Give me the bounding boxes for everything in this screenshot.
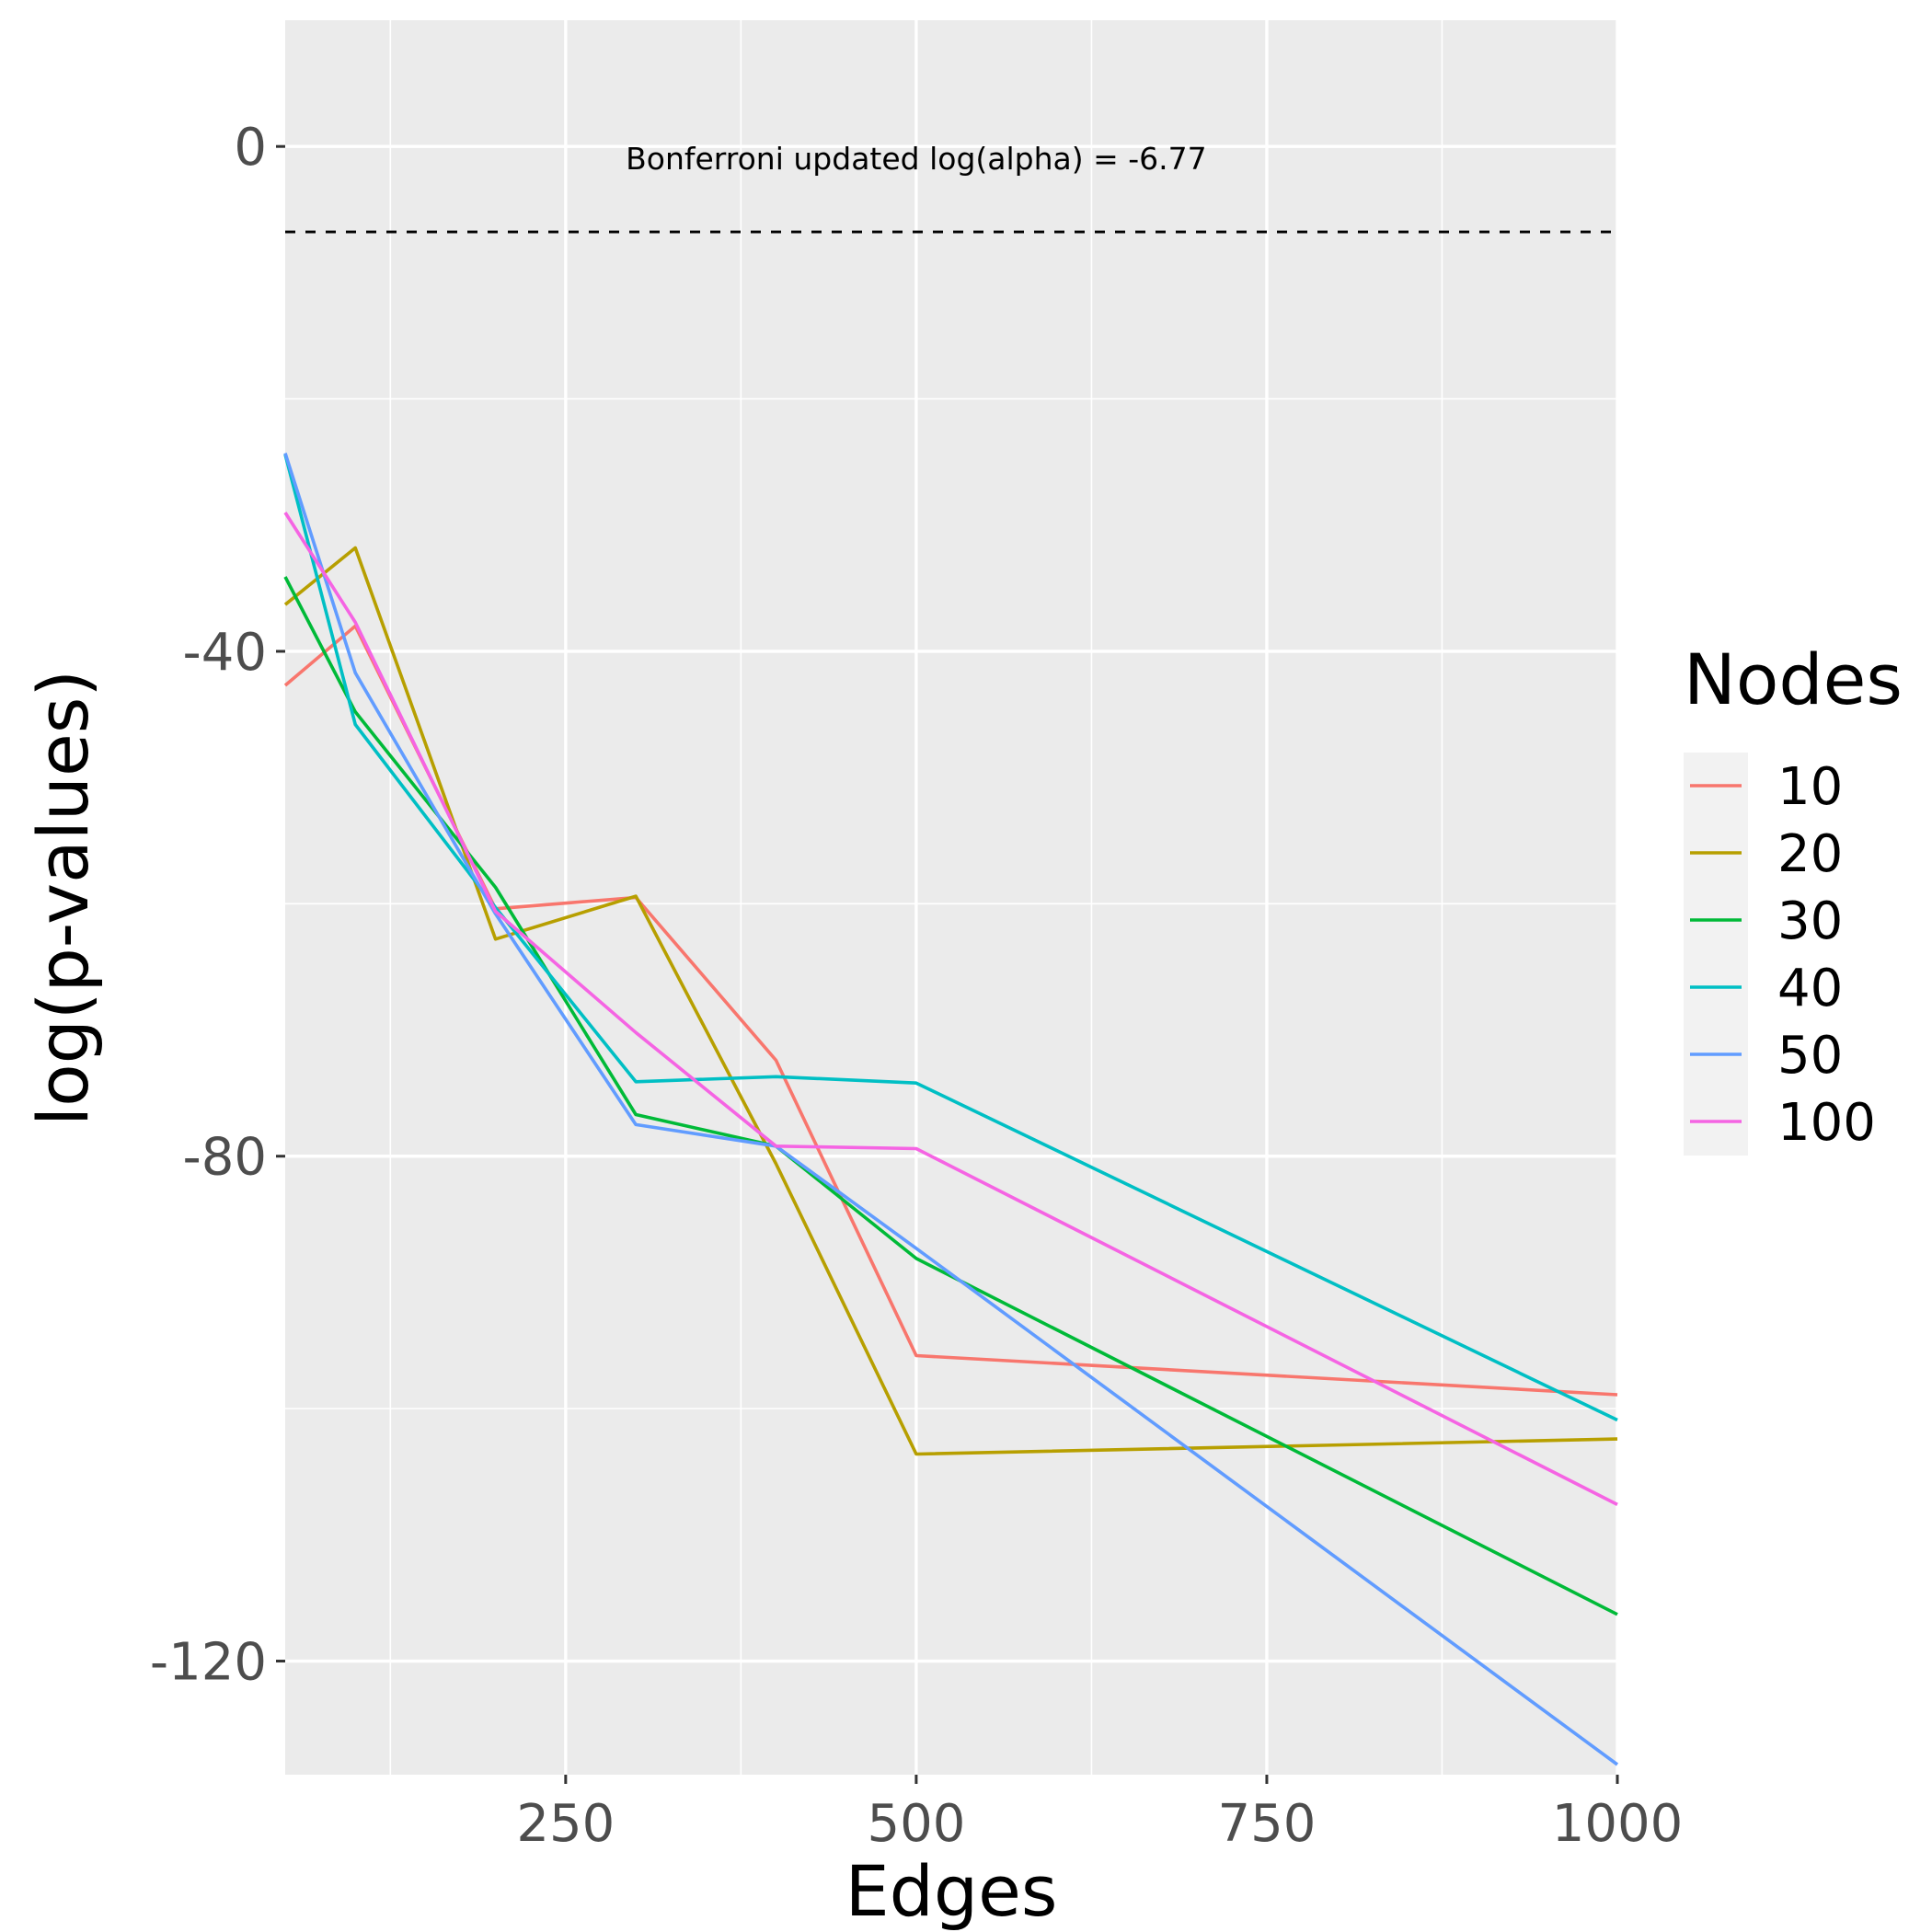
series-line-40: [283, 454, 1618, 1422]
x-axis: 250 500 750 1000: [516, 1775, 1683, 1854]
series-layer: [283, 453, 1619, 1766]
legend-label-100: 100: [1777, 1093, 1876, 1153]
series-line-100: [283, 512, 1618, 1507]
legend-label-40: 40: [1777, 959, 1843, 1018]
legend: Nodes 10 20 30 40 50 100: [1684, 638, 1903, 1156]
legend-key-background: [1684, 753, 1748, 1156]
y-tick-label: -40: [183, 623, 267, 683]
legend-label-20: 20: [1777, 824, 1843, 884]
y-axis: 0 -40 -80 -120: [150, 118, 285, 1693]
minor-gridlines: [285, 20, 1617, 1775]
x-tick-label: 1000: [1552, 1794, 1684, 1854]
x-tick-label: 750: [1218, 1794, 1317, 1854]
y-tick-label: 0: [234, 118, 267, 178]
major-gridlines: [285, 20, 1619, 1775]
legend-label-10: 10: [1777, 757, 1843, 817]
legend-title: Nodes: [1684, 638, 1903, 720]
legend-label-50: 50: [1777, 1026, 1843, 1086]
panel-background: [285, 20, 1617, 1775]
x-tick-label: 250: [516, 1794, 615, 1854]
y-tick-label: -80: [183, 1128, 267, 1188]
series-line-30: [283, 576, 1618, 1616]
x-tick-label: 500: [867, 1794, 965, 1854]
y-axis-title: log(p-values): [22, 670, 104, 1126]
legend-label-30: 30: [1777, 891, 1843, 951]
legend-items: 10 20 30 40 50 100: [1690, 757, 1876, 1153]
y-tick-label: -120: [150, 1633, 267, 1693]
series-line-20: [283, 546, 1618, 1456]
bonferroni-annotation: Bonferroni updated log(alpha) = -6.77: [626, 141, 1207, 177]
series-line-50: [283, 453, 1619, 1766]
x-axis-title: Edges: [845, 1850, 1058, 1932]
